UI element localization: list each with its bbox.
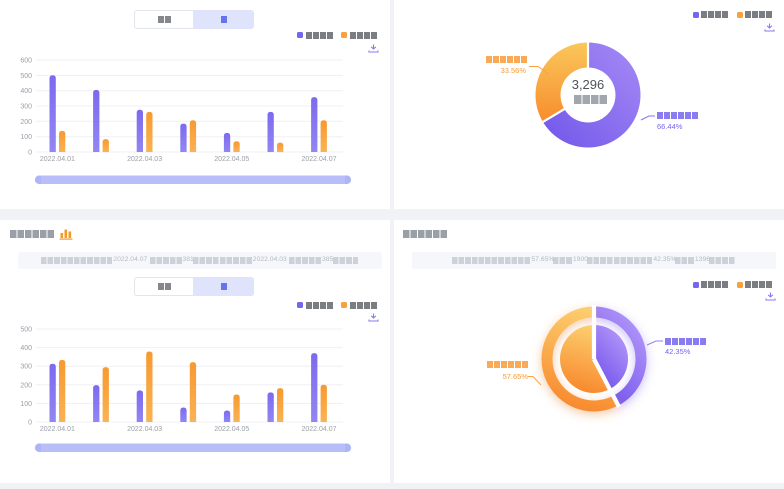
svg-text:2022.04.07: 2022.04.07 xyxy=(301,156,336,163)
svg-text:300: 300 xyxy=(20,364,32,371)
svg-text:200: 200 xyxy=(20,382,32,389)
svg-text:2022.04.05: 2022.04.05 xyxy=(214,426,249,433)
svg-text:100: 100 xyxy=(20,134,32,141)
svg-text:0: 0 xyxy=(28,420,32,427)
svg-text:3,296: 3,296 xyxy=(572,77,605,92)
svg-text:2022.04.03: 2022.04.03 xyxy=(127,426,162,433)
svg-text:0: 0 xyxy=(28,150,32,157)
svg-text:2022.04.01: 2022.04.01 xyxy=(40,426,75,433)
svg-text:400: 400 xyxy=(20,345,32,352)
svg-text:2022.04.07: 2022.04.07 xyxy=(301,426,336,433)
svg-text:500: 500 xyxy=(20,73,32,80)
svg-text:500: 500 xyxy=(20,327,32,334)
svg-text:2022.04.05: 2022.04.05 xyxy=(214,156,249,163)
svg-text:100: 100 xyxy=(20,401,32,408)
svg-text:300: 300 xyxy=(20,104,32,111)
svg-text:400: 400 xyxy=(20,88,32,95)
svg-text:2022.04.03: 2022.04.03 xyxy=(127,156,162,163)
svg-text:200: 200 xyxy=(20,119,32,126)
svg-text:2022.04.01: 2022.04.01 xyxy=(40,156,75,163)
svg-text:600: 600 xyxy=(20,58,32,65)
